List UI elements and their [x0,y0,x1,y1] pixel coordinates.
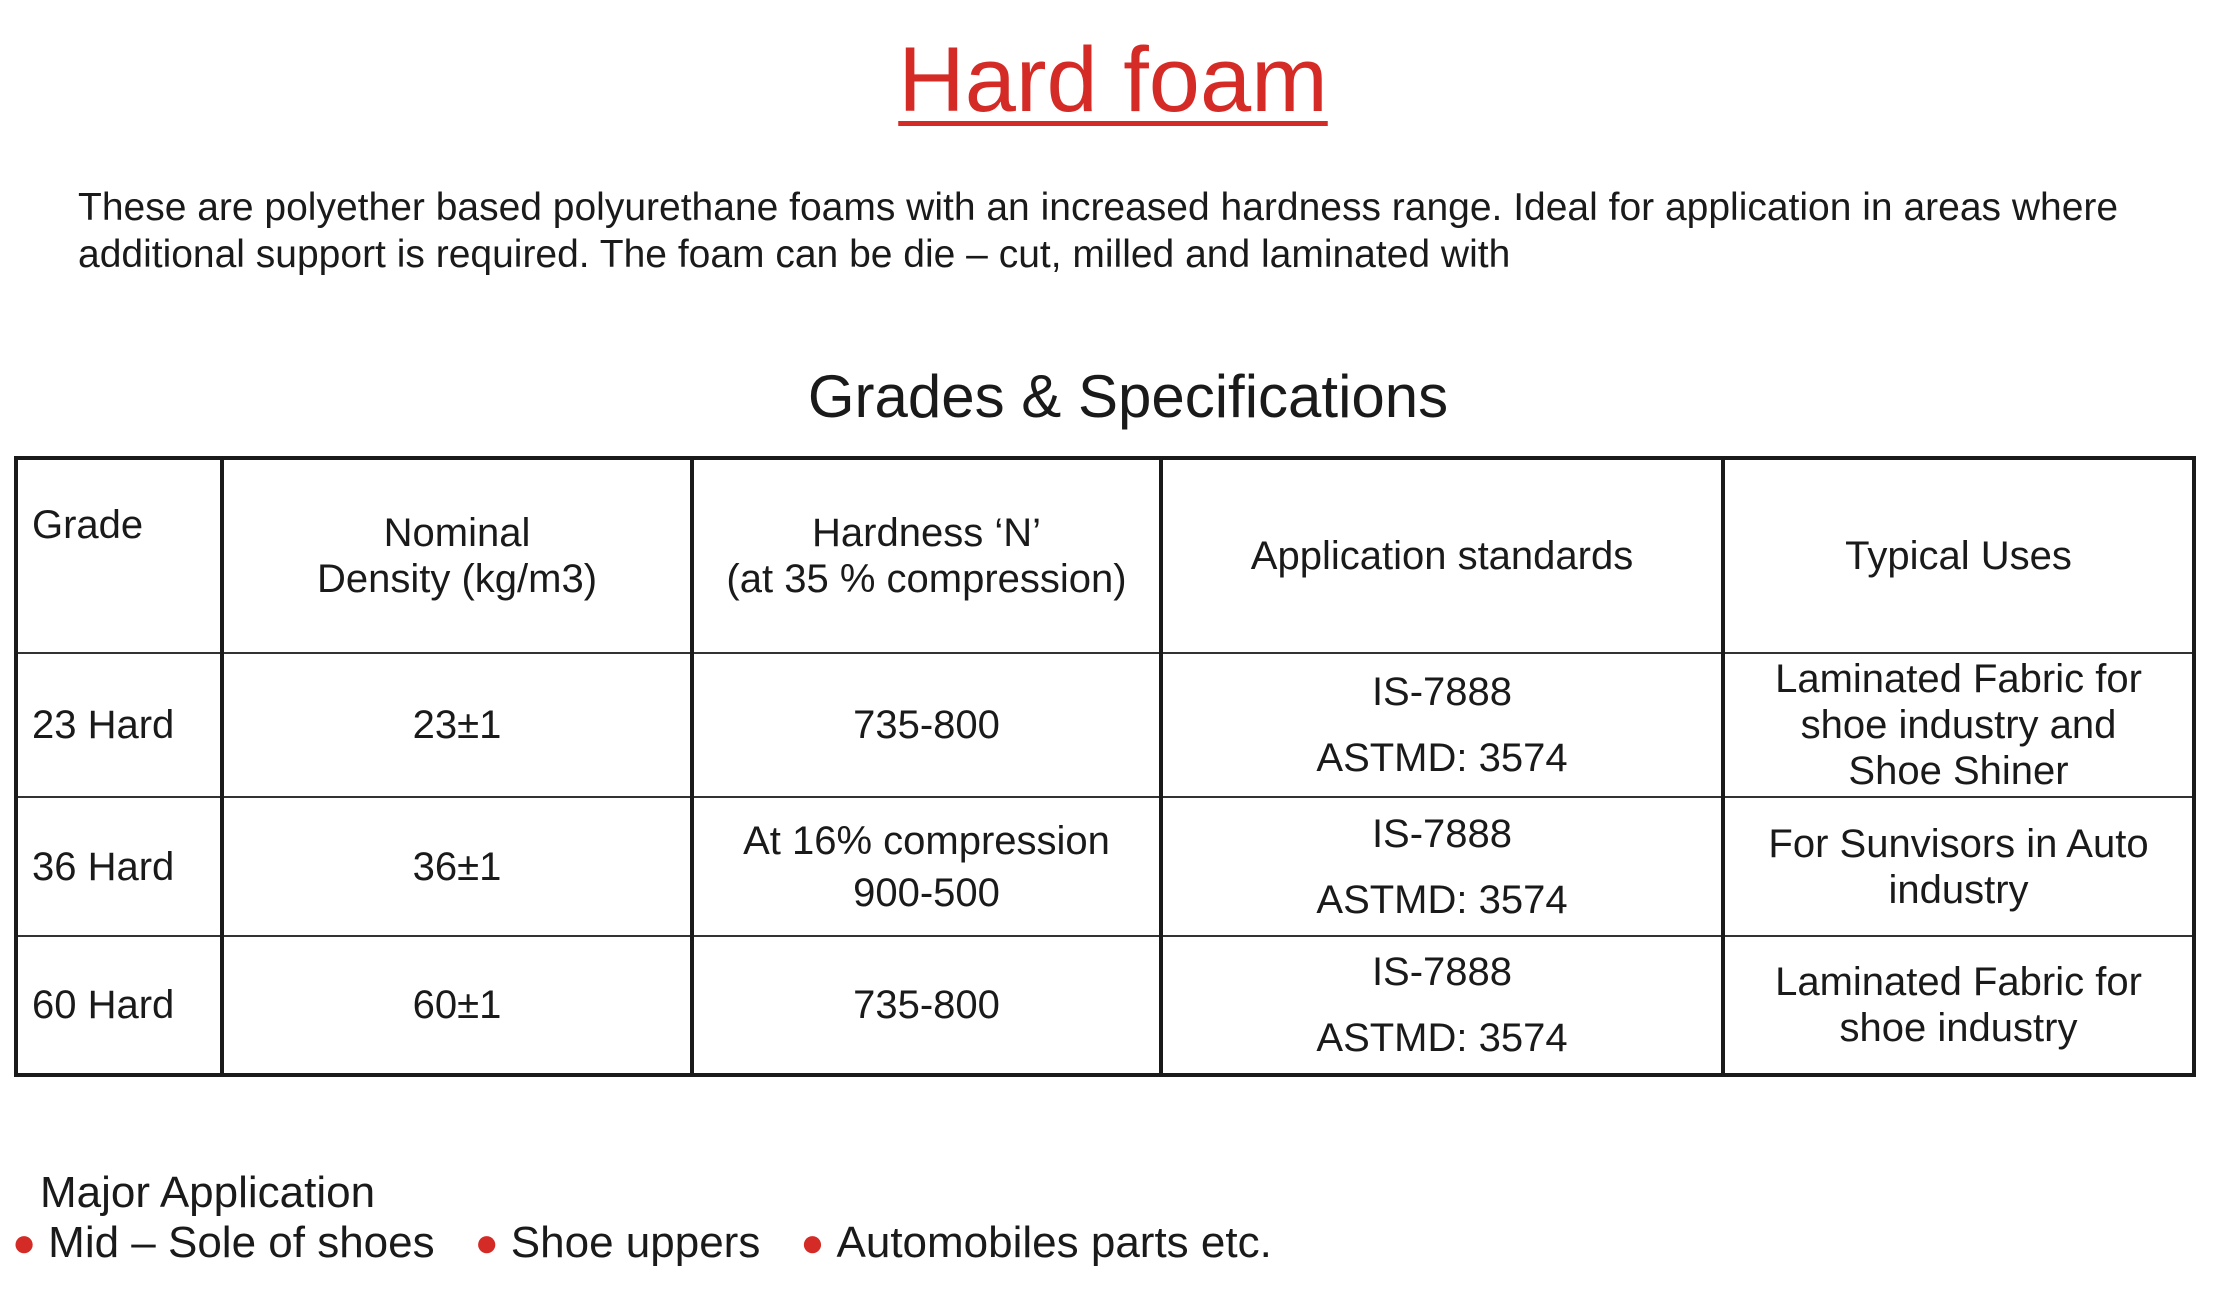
application-label: Automobiles parts etc. [836,1218,1272,1267]
cell-hardness: 735-800 [691,651,1163,799]
cell-grade: 36 Hard [15,796,224,937]
cell-hardness: 735-800 [691,934,1163,1077]
applications-heading: Major Application [40,1168,376,1217]
cell-standards: IS-7888 ASTMD: 3574 [1160,796,1725,937]
standard-is: IS-7888 [1371,670,1513,715]
list-item: ● Mid – Sole of shoes [12,1218,435,1268]
table-row: 36 Hard 36±1 At 16% compression 900-500 … [15,796,2195,937]
bullet-icon: ● [12,1220,37,1265]
cell-grade: 60 Hard [15,934,224,1077]
cell-density: 60±1 [221,934,694,1077]
specifications-table: Grade Nominal Density (kg/m3) Hardness ‘… [14,456,2196,1077]
table-row: 60 Hard 60±1 735-800 IS-7888 ASTMD: 3574 … [15,934,2195,1077]
applications-list: ● Mid – Sole of shoes ● Shoe uppers ● Autom… [12,1218,1312,1268]
cell-density: 36±1 [221,796,694,937]
cell-standards: IS-7888 ASTMD: 3574 [1160,934,1725,1077]
table-header-row: Grade Nominal Density (kg/m3) Hardness ‘… [15,457,2195,654]
standard-is: IS-7888 [1371,949,1513,994]
list-item: ● Automobiles parts etc. [800,1218,1272,1268]
cell-density: 23±1 [221,651,694,799]
standard-astm: ASTMD: 3574 [1316,877,1568,922]
header-standards: Application standards [1160,457,1725,654]
table-row: 23 Hard 23±1 735-800 IS-7888 ASTMD: 3574 … [15,651,2195,799]
cell-standards: IS-7888 ASTMD: 3574 [1160,651,1725,799]
cell-uses: For Sunvisors in Auto industry [1722,796,2195,937]
application-label: Mid – Sole of shoes [48,1218,435,1267]
list-item: ● Shoe uppers [475,1218,761,1268]
intro-paragraph: These are polyether based polyurethane f… [78,186,2119,276]
page-title: Hard foam [898,29,1328,131]
cell-hardness: At 16% compression 900-500 [691,796,1163,937]
application-label: Shoe uppers [510,1218,761,1267]
standard-astm: ASTMD: 3574 [1316,736,1568,781]
header-hardness: Hardness ‘N’ (at 35 % compression) [691,457,1163,654]
cell-grade: 23 Hard [15,651,224,799]
cell-uses: Laminated Fabric for shoe industry [1722,934,2195,1077]
standard-astm: ASTMD: 3574 [1316,1015,1568,1060]
cell-uses: Laminated Fabric for shoe industry and S… [1722,651,2195,799]
bullet-icon: ● [474,1220,499,1265]
header-uses: Typical Uses [1722,457,2195,654]
header-density: Nominal Density (kg/m3) [221,457,694,654]
section-title: Grades & Specifications [807,363,1449,430]
standard-is: IS-7888 [1371,811,1513,856]
header-grade: Grade [15,457,224,654]
bullet-icon: ● [800,1220,825,1265]
